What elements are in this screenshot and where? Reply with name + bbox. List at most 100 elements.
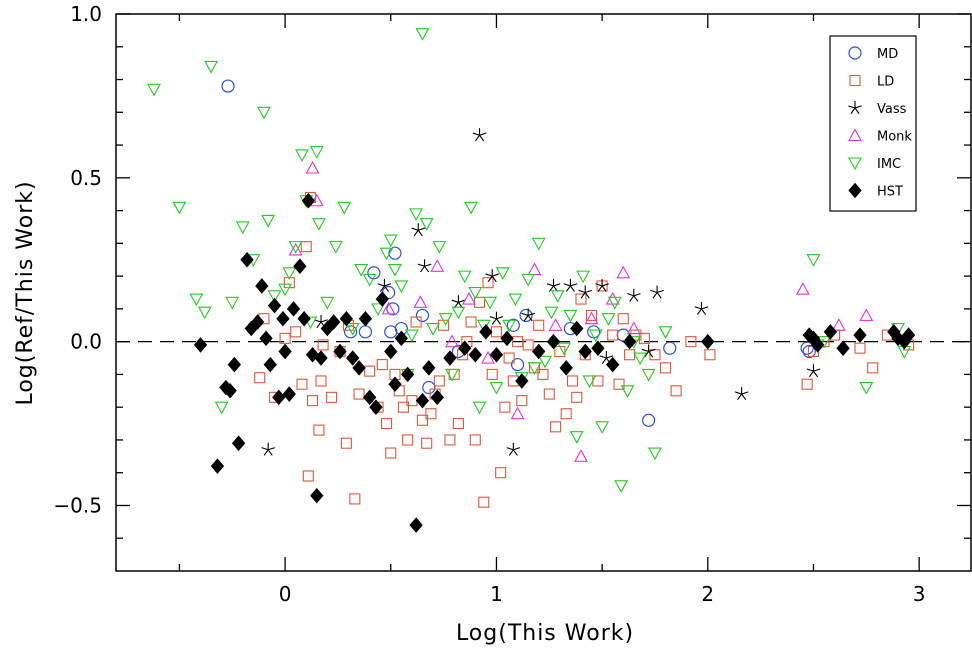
data-point-hst bbox=[422, 360, 436, 376]
star-ray bbox=[508, 449, 514, 456]
star-ray bbox=[474, 134, 480, 142]
star-ray bbox=[263, 449, 269, 456]
data-point-vass bbox=[451, 295, 466, 309]
star-ray bbox=[424, 265, 430, 273]
data-point-imc bbox=[483, 296, 498, 310]
data-point-ld bbox=[385, 447, 397, 459]
data-point-hst bbox=[255, 278, 269, 294]
data-point-md bbox=[422, 380, 436, 395]
data-point-imc bbox=[457, 270, 472, 284]
data-point-ld bbox=[473, 296, 486, 308]
data-point-imc bbox=[172, 201, 187, 215]
star-ray bbox=[694, 306, 702, 310]
data-point-ld bbox=[402, 434, 414, 446]
data-point-hst bbox=[352, 360, 366, 376]
data-point-ld bbox=[302, 470, 314, 482]
data-point-hst bbox=[394, 330, 408, 347]
data-point-md bbox=[663, 341, 677, 355]
data-point-md bbox=[800, 341, 814, 355]
data-point-ld bbox=[854, 342, 866, 354]
data-point-hst bbox=[489, 346, 504, 363]
data-point-hst bbox=[369, 399, 383, 415]
x-tick-label: 1 bbox=[490, 582, 503, 606]
data-point-md bbox=[415, 308, 430, 323]
star-ray bbox=[701, 306, 709, 310]
legend: MD LD Vass Monk IMC HST bbox=[829, 35, 917, 212]
star-ray bbox=[418, 227, 426, 231]
data-point-hst bbox=[240, 251, 254, 268]
data-point-hst bbox=[570, 320, 584, 337]
data-point-hst bbox=[282, 386, 296, 402]
star-ray bbox=[626, 293, 634, 297]
data-point-imc bbox=[641, 368, 656, 382]
data-point-imc bbox=[544, 306, 559, 320]
data-point-hst bbox=[443, 350, 457, 366]
data-point-monk bbox=[305, 160, 320, 174]
data-point-imc bbox=[267, 290, 282, 303]
star-ray bbox=[489, 316, 497, 320]
star-ray bbox=[267, 449, 273, 456]
data-point-ld bbox=[617, 313, 629, 325]
data-point-hst bbox=[339, 310, 354, 327]
data-point-vass bbox=[521, 308, 535, 322]
star-ray bbox=[316, 321, 322, 328]
data-point-imc bbox=[311, 218, 326, 231]
data-point-imc bbox=[383, 234, 398, 248]
data-point-imc bbox=[550, 290, 565, 303]
data-point-hst bbox=[401, 366, 415, 383]
star-ray bbox=[629, 295, 635, 302]
data-point-imc bbox=[404, 329, 419, 343]
data-point-imc bbox=[620, 385, 635, 398]
star-ray bbox=[650, 289, 658, 294]
data-point-ld bbox=[560, 408, 572, 420]
star-ray bbox=[580, 292, 586, 299]
data-point-hst bbox=[559, 360, 573, 376]
data-point-ld bbox=[410, 316, 422, 328]
data-point-imc bbox=[419, 218, 434, 231]
data-point-ld bbox=[307, 395, 319, 407]
data-point-imc bbox=[569, 431, 584, 444]
data-point-imc bbox=[464, 201, 479, 215]
data-point-ld bbox=[313, 424, 325, 436]
data-point-monk bbox=[831, 318, 846, 331]
data-point-imc bbox=[225, 296, 240, 310]
data-point-ld bbox=[537, 368, 549, 380]
y-tick-label: 0.5 bbox=[70, 166, 102, 190]
data-point-ld bbox=[380, 418, 393, 430]
star-ray bbox=[417, 229, 423, 237]
data-point-hst bbox=[263, 356, 277, 373]
star-ray bbox=[268, 447, 276, 451]
data-point-hst bbox=[409, 517, 423, 533]
legend-marker-vass bbox=[848, 101, 862, 114]
data-point-monk bbox=[430, 259, 445, 272]
star-ray bbox=[513, 447, 521, 451]
star-ray bbox=[314, 319, 322, 323]
data-point-imc bbox=[633, 352, 648, 366]
data-point-imc bbox=[257, 106, 271, 120]
data-point-imc bbox=[394, 280, 409, 294]
legend-label-hst: HST bbox=[877, 185, 903, 200]
star-ray bbox=[506, 447, 514, 451]
x-tick-label: 0 bbox=[279, 582, 292, 606]
data-point-ld bbox=[801, 378, 813, 390]
data-point-imc bbox=[595, 421, 610, 434]
star-ray bbox=[656, 292, 662, 299]
data-point-ld bbox=[659, 362, 672, 374]
data-point-imc bbox=[288, 241, 303, 254]
data-point-hst bbox=[227, 356, 242, 373]
data-point-hst bbox=[272, 389, 286, 406]
series-imc bbox=[147, 28, 912, 493]
star-ray bbox=[584, 292, 590, 299]
data-point-hst bbox=[278, 343, 292, 360]
data-point-ld bbox=[364, 365, 376, 377]
data-point-vass bbox=[578, 285, 593, 299]
data-point-ld bbox=[416, 414, 429, 426]
data-point-imc bbox=[235, 221, 250, 235]
data-point-vass bbox=[546, 278, 561, 292]
series-md bbox=[221, 79, 816, 427]
legend-marker-imc bbox=[848, 157, 862, 171]
data-point-ld bbox=[317, 339, 329, 351]
data-point-ld bbox=[254, 372, 266, 384]
data-point-hst bbox=[591, 340, 605, 356]
data-point-hst bbox=[853, 327, 867, 343]
